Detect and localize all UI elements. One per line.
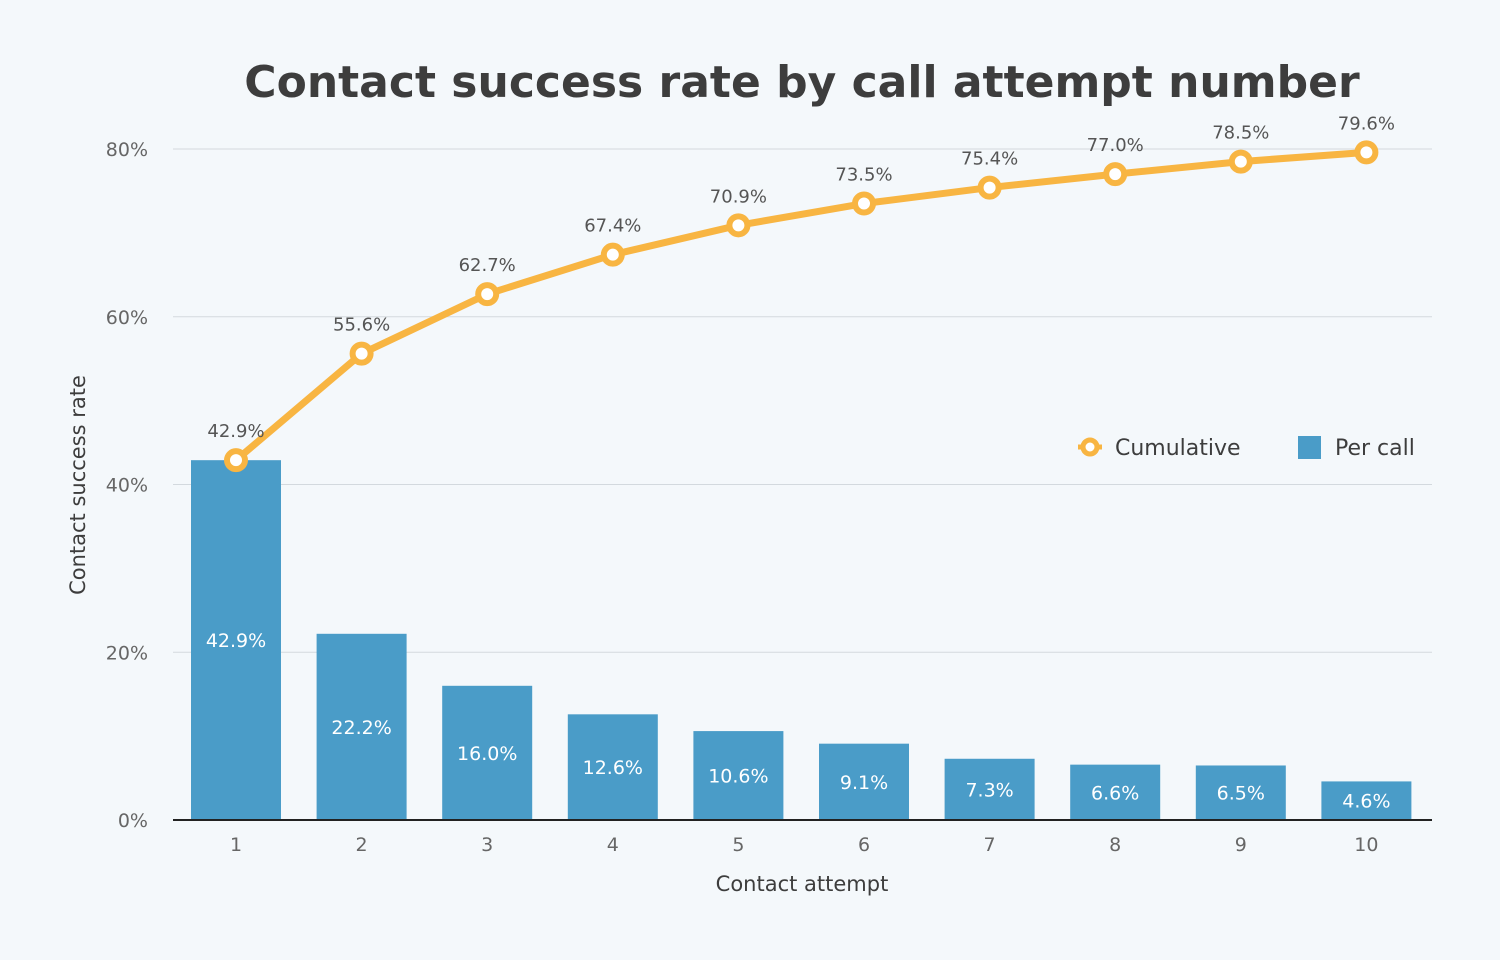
- cumulative-data-label: 78.5%: [1212, 123, 1269, 144]
- y-tick-label: 80%: [106, 139, 148, 161]
- cumulative-data-label: 67.4%: [584, 216, 641, 237]
- bar: [944, 758, 1035, 820]
- x-tick-label: 3: [481, 834, 493, 856]
- y-tick-label: 0%: [118, 810, 148, 832]
- x-tick-label: 1: [230, 834, 242, 856]
- bar-data-label: 12.6%: [583, 757, 643, 779]
- cumulative-point: [852, 191, 876, 216]
- bar: [693, 731, 784, 820]
- gridlines: [173, 148, 1432, 653]
- x-tick-label: 6: [858, 834, 870, 856]
- cumulative-point: [475, 282, 500, 307]
- bar: [1195, 765, 1286, 820]
- legend: Cumulative Per call: [1078, 436, 1415, 461]
- cumulative-point: [1103, 162, 1128, 187]
- bar-data-label: 16.0%: [457, 743, 517, 765]
- bar: [1321, 781, 1412, 820]
- legend-item-per-call: Per call: [1298, 436, 1415, 461]
- bar: [442, 685, 533, 820]
- cumulative-point: [726, 213, 751, 238]
- bar-data-label: 42.9%: [206, 630, 266, 652]
- x-tick-labels: 1 2 3 4 5 6 7 8 9 10: [230, 834, 1379, 856]
- x-axis-label: Contact attempt: [716, 872, 889, 896]
- x-tick-label: 2: [356, 834, 368, 856]
- cumulative-line: 42.9% 55.6% 62.7% 67.4% 70.9% 73.5% 75.4% 77.0%…: [207, 113, 1395, 473]
- bar: [567, 714, 658, 820]
- bar: [191, 460, 281, 820]
- bars: 42.9% 22.2% 16.0% 12.6% 10.6% 9.1% 7.3% 6.6% 6.5…: [191, 460, 1412, 820]
- y-tick-labels: 0% 20% 40% 60% 80%: [106, 139, 148, 832]
- cumulative-data-label: 55.6%: [333, 315, 390, 336]
- cumulative-point: [600, 242, 625, 267]
- bar-data-label: 22.2%: [331, 717, 391, 739]
- legend-item-cumulative: Cumulative: [1078, 436, 1241, 461]
- cumulative-point: [1228, 149, 1253, 174]
- x-tick-label: 5: [732, 834, 744, 856]
- legend-label-per-call: Per call: [1335, 436, 1415, 461]
- x-tick-label: 7: [984, 834, 996, 856]
- bar-data-label: 10.6%: [708, 766, 768, 788]
- chart-title: Contact success rate by call attempt num…: [244, 57, 1360, 108]
- bar: [819, 743, 909, 820]
- y-tick-label: 40%: [106, 475, 148, 497]
- cumulative-point: [977, 175, 1002, 200]
- cumulative-line-path: [233, 148, 1367, 463]
- cumulative-point: [349, 341, 374, 366]
- cumulative-data-label: 73.5%: [835, 165, 892, 186]
- cumulative-data-label: 70.9%: [710, 186, 767, 207]
- bar-data-label: 9.1%: [840, 772, 888, 794]
- cumulative-data-label: 42.9%: [207, 421, 264, 442]
- cumulative-data-label: 79.6%: [1338, 113, 1395, 134]
- bar-data-label: 4.6%: [1342, 791, 1390, 813]
- legend-marker-per-call: [1298, 436, 1321, 459]
- y-tick-label: 20%: [106, 642, 148, 664]
- legend-label-cumulative: Cumulative: [1115, 436, 1241, 461]
- x-tick-label: 4: [607, 834, 619, 856]
- x-tick-label: 9: [1235, 834, 1247, 856]
- x-tick-label: 10: [1354, 834, 1378, 856]
- cumulative-point: [1354, 140, 1379, 165]
- cumulative-data-label: 77.0%: [1087, 135, 1144, 156]
- bar: [316, 633, 407, 820]
- x-tick-label: 8: [1109, 834, 1121, 856]
- cumulative-point: [224, 448, 248, 473]
- bar: [1070, 764, 1161, 820]
- legend-marker-cumulative: [1080, 437, 1100, 457]
- cumulative-data-label: 62.7%: [459, 255, 516, 276]
- y-tick-label: 60%: [106, 307, 148, 329]
- y-axis-label: Contact success rate: [66, 375, 90, 595]
- bar-data-label: 6.6%: [1091, 782, 1139, 804]
- cumulative-data-label: 75.4%: [961, 149, 1018, 170]
- bar-data-label: 6.5%: [1217, 783, 1265, 805]
- bar-data-label: 7.3%: [965, 779, 1013, 801]
